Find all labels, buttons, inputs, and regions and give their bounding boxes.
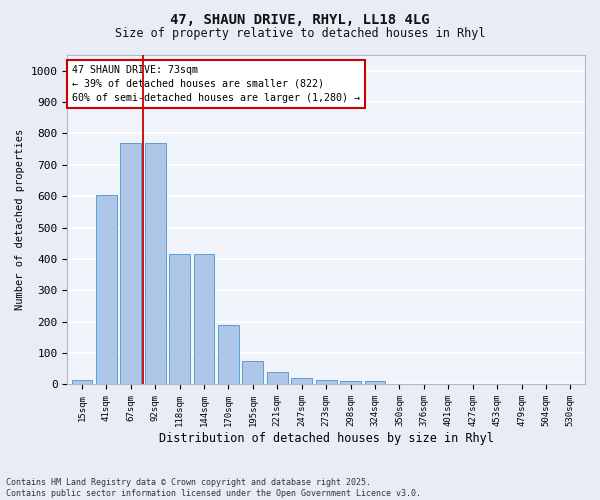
Bar	[194, 254, 214, 384]
Bar	[365, 380, 385, 384]
Bar	[71, 380, 92, 384]
Bar	[292, 378, 312, 384]
Bar	[267, 372, 287, 384]
Bar	[121, 143, 141, 384]
Bar	[242, 361, 263, 384]
Bar	[316, 380, 337, 384]
Text: Contains HM Land Registry data © Crown copyright and database right 2025.
Contai: Contains HM Land Registry data © Crown c…	[6, 478, 421, 498]
X-axis label: Distribution of detached houses by size in Rhyl: Distribution of detached houses by size …	[159, 432, 494, 445]
Bar	[96, 194, 117, 384]
Bar	[218, 325, 239, 384]
Text: 47 SHAUN DRIVE: 73sqm
← 39% of detached houses are smaller (822)
60% of semi-det: 47 SHAUN DRIVE: 73sqm ← 39% of detached …	[73, 65, 361, 103]
Text: 47, SHAUN DRIVE, RHYL, LL18 4LG: 47, SHAUN DRIVE, RHYL, LL18 4LG	[170, 12, 430, 26]
Bar	[145, 143, 166, 384]
Bar	[340, 382, 361, 384]
Bar	[169, 254, 190, 384]
Text: Size of property relative to detached houses in Rhyl: Size of property relative to detached ho…	[115, 28, 485, 40]
Y-axis label: Number of detached properties: Number of detached properties	[15, 129, 25, 310]
